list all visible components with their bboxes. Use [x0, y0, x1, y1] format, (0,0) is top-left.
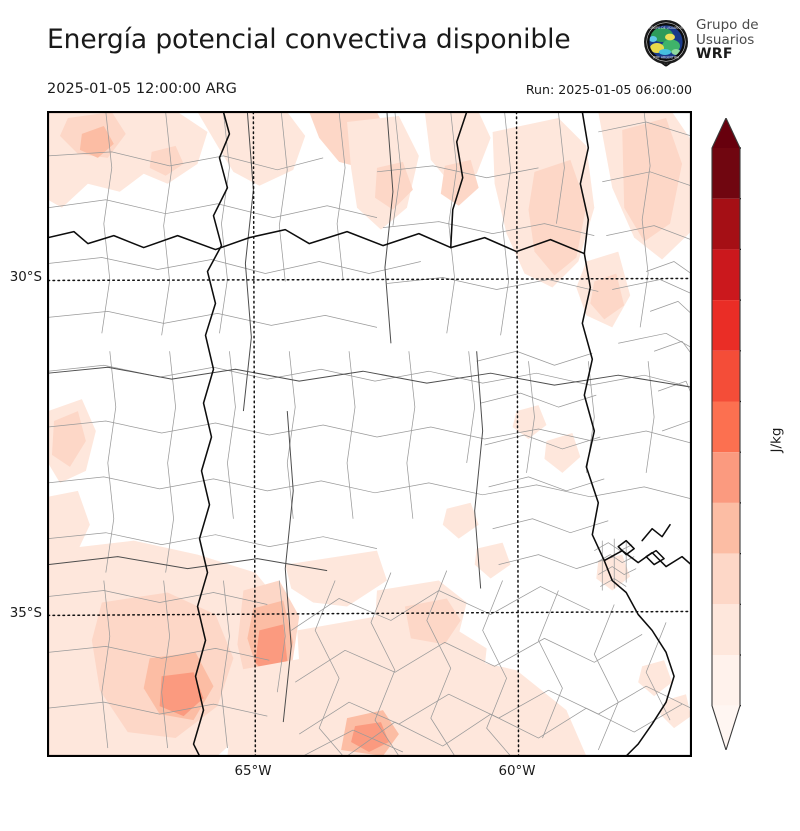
province-borders-layer [48, 112, 691, 723]
lon-tick-label-65W: 65°W [234, 764, 272, 779]
logo-line-2: Usuarios [696, 31, 755, 48]
run-time-label: Run: 2025-01-05 06:00:00 [525, 82, 692, 97]
colorbar-bands [711, 118, 741, 750]
svg-text:GRUPO DE USUARIOS: GRUPO DE USUARIOS [649, 26, 683, 30]
colorbar[interactable]: 0 300 600 900 1200 1500 1800 2100 2400 2… [711, 118, 741, 750]
colorbar-unit-label: J/kg [768, 427, 785, 453]
county-boundaries-layer [48, 112, 691, 756]
logo-text: Grupo de Usuarios WRF [696, 18, 796, 62]
globe-emblem-icon: GRUPO DE USUARIOS WRF ARGENTINA [644, 20, 688, 67]
page-title: Energía potencial convectiva disponible [47, 24, 571, 55]
svg-text:WRF ARGENTINA: WRF ARGENTINA [653, 56, 680, 60]
colorbar-extend-min [712, 705, 740, 750]
colorbar-ticks [740, 147, 741, 707]
cape-map [48, 112, 691, 756]
logo-line-3: WRF [696, 46, 733, 63]
valid-time-label: 2025-01-05 12:00:00 ARG [47, 81, 237, 97]
map-plot-area[interactable] [47, 111, 692, 757]
colorbar-extend-max [712, 118, 740, 148]
colorbar-gradient [711, 118, 741, 750]
logo-line-1: Grupo de [696, 17, 759, 33]
lat-tick-label-30S: 30°S [9, 270, 42, 285]
lon-tick-label-60W: 60°W [498, 764, 536, 779]
lat-tick-label-35S: 35°S [9, 606, 42, 621]
logo: GRUPO DE USUARIOS WRF ARGENTINA Grupo de… [640, 18, 798, 72]
international-borders-layer [48, 112, 691, 756]
